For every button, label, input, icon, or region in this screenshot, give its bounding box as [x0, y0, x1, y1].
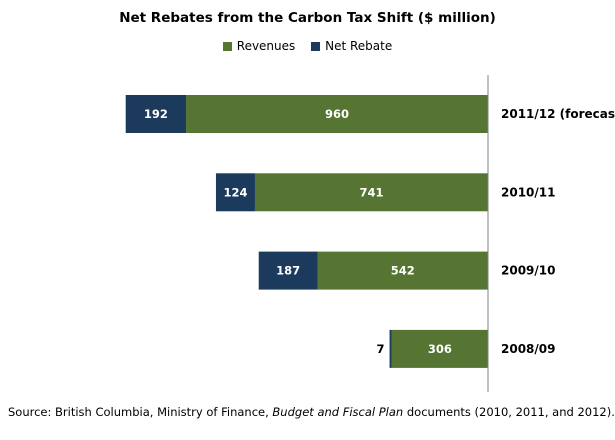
bar-revenues-2009-10 [317, 251, 488, 290]
data-label-revenues-2008-09: 306 [428, 342, 452, 356]
bar-revenues-2008-09 [391, 329, 488, 368]
legend-label-net-rebate: Net Rebate [325, 39, 393, 53]
data-label-net-rebate-2009-10: 187 [276, 264, 300, 278]
source-prefix: Source: British Columbia, Ministry of Fi… [8, 405, 273, 419]
source-note: Source: British Columbia, Ministry of Fi… [8, 405, 615, 419]
bar-net-rebate-2008-09 [389, 329, 392, 368]
data-label-revenues-2011-12-forecast: 960 [325, 107, 349, 121]
bar-net-rebate-2009-10 [258, 251, 318, 290]
legend: Revenues Net Rebate [0, 39, 615, 54]
category-label-2008-09: 2008/09 [501, 342, 555, 356]
chart-title: Net Rebates from the Carbon Tax Shift ($… [119, 10, 496, 26]
data-label-revenues-2009-10: 542 [391, 264, 415, 278]
source-suffix: documents (2010, 2011, and 2012). [403, 405, 615, 419]
data-label-net-rebate-2011-12-forecast: 192 [144, 107, 168, 121]
bar-revenues-2011-12-forecast [186, 95, 488, 133]
data-label-revenues-2010-11: 741 [359, 185, 383, 199]
data-label-net-rebate-2008-09: 7 [377, 342, 385, 356]
legend-swatch-revenues [222, 41, 232, 51]
category-label-2011-12-forecast: 2011/12 (forecast [501, 107, 615, 121]
data-label-net-rebate-2010-11: 124 [223, 185, 247, 199]
legend-item-net-rebate: Net Rebate [311, 39, 392, 53]
legend-item-revenues: Revenues [222, 39, 296, 53]
category-label-2009-10: 2009/10 [501, 264, 555, 278]
legend-swatch-net-rebate [311, 41, 321, 51]
category-label-2010-11: 2010/11 [501, 185, 555, 199]
bar-net-rebate-2010-11 [215, 173, 255, 212]
legend-label-revenues: Revenues [236, 39, 296, 53]
bar-net-rebate-2011-12-forecast [125, 95, 187, 133]
source-italic: Budget and Fiscal Plan [272, 405, 404, 419]
bar-revenues-2010-11 [254, 173, 488, 212]
